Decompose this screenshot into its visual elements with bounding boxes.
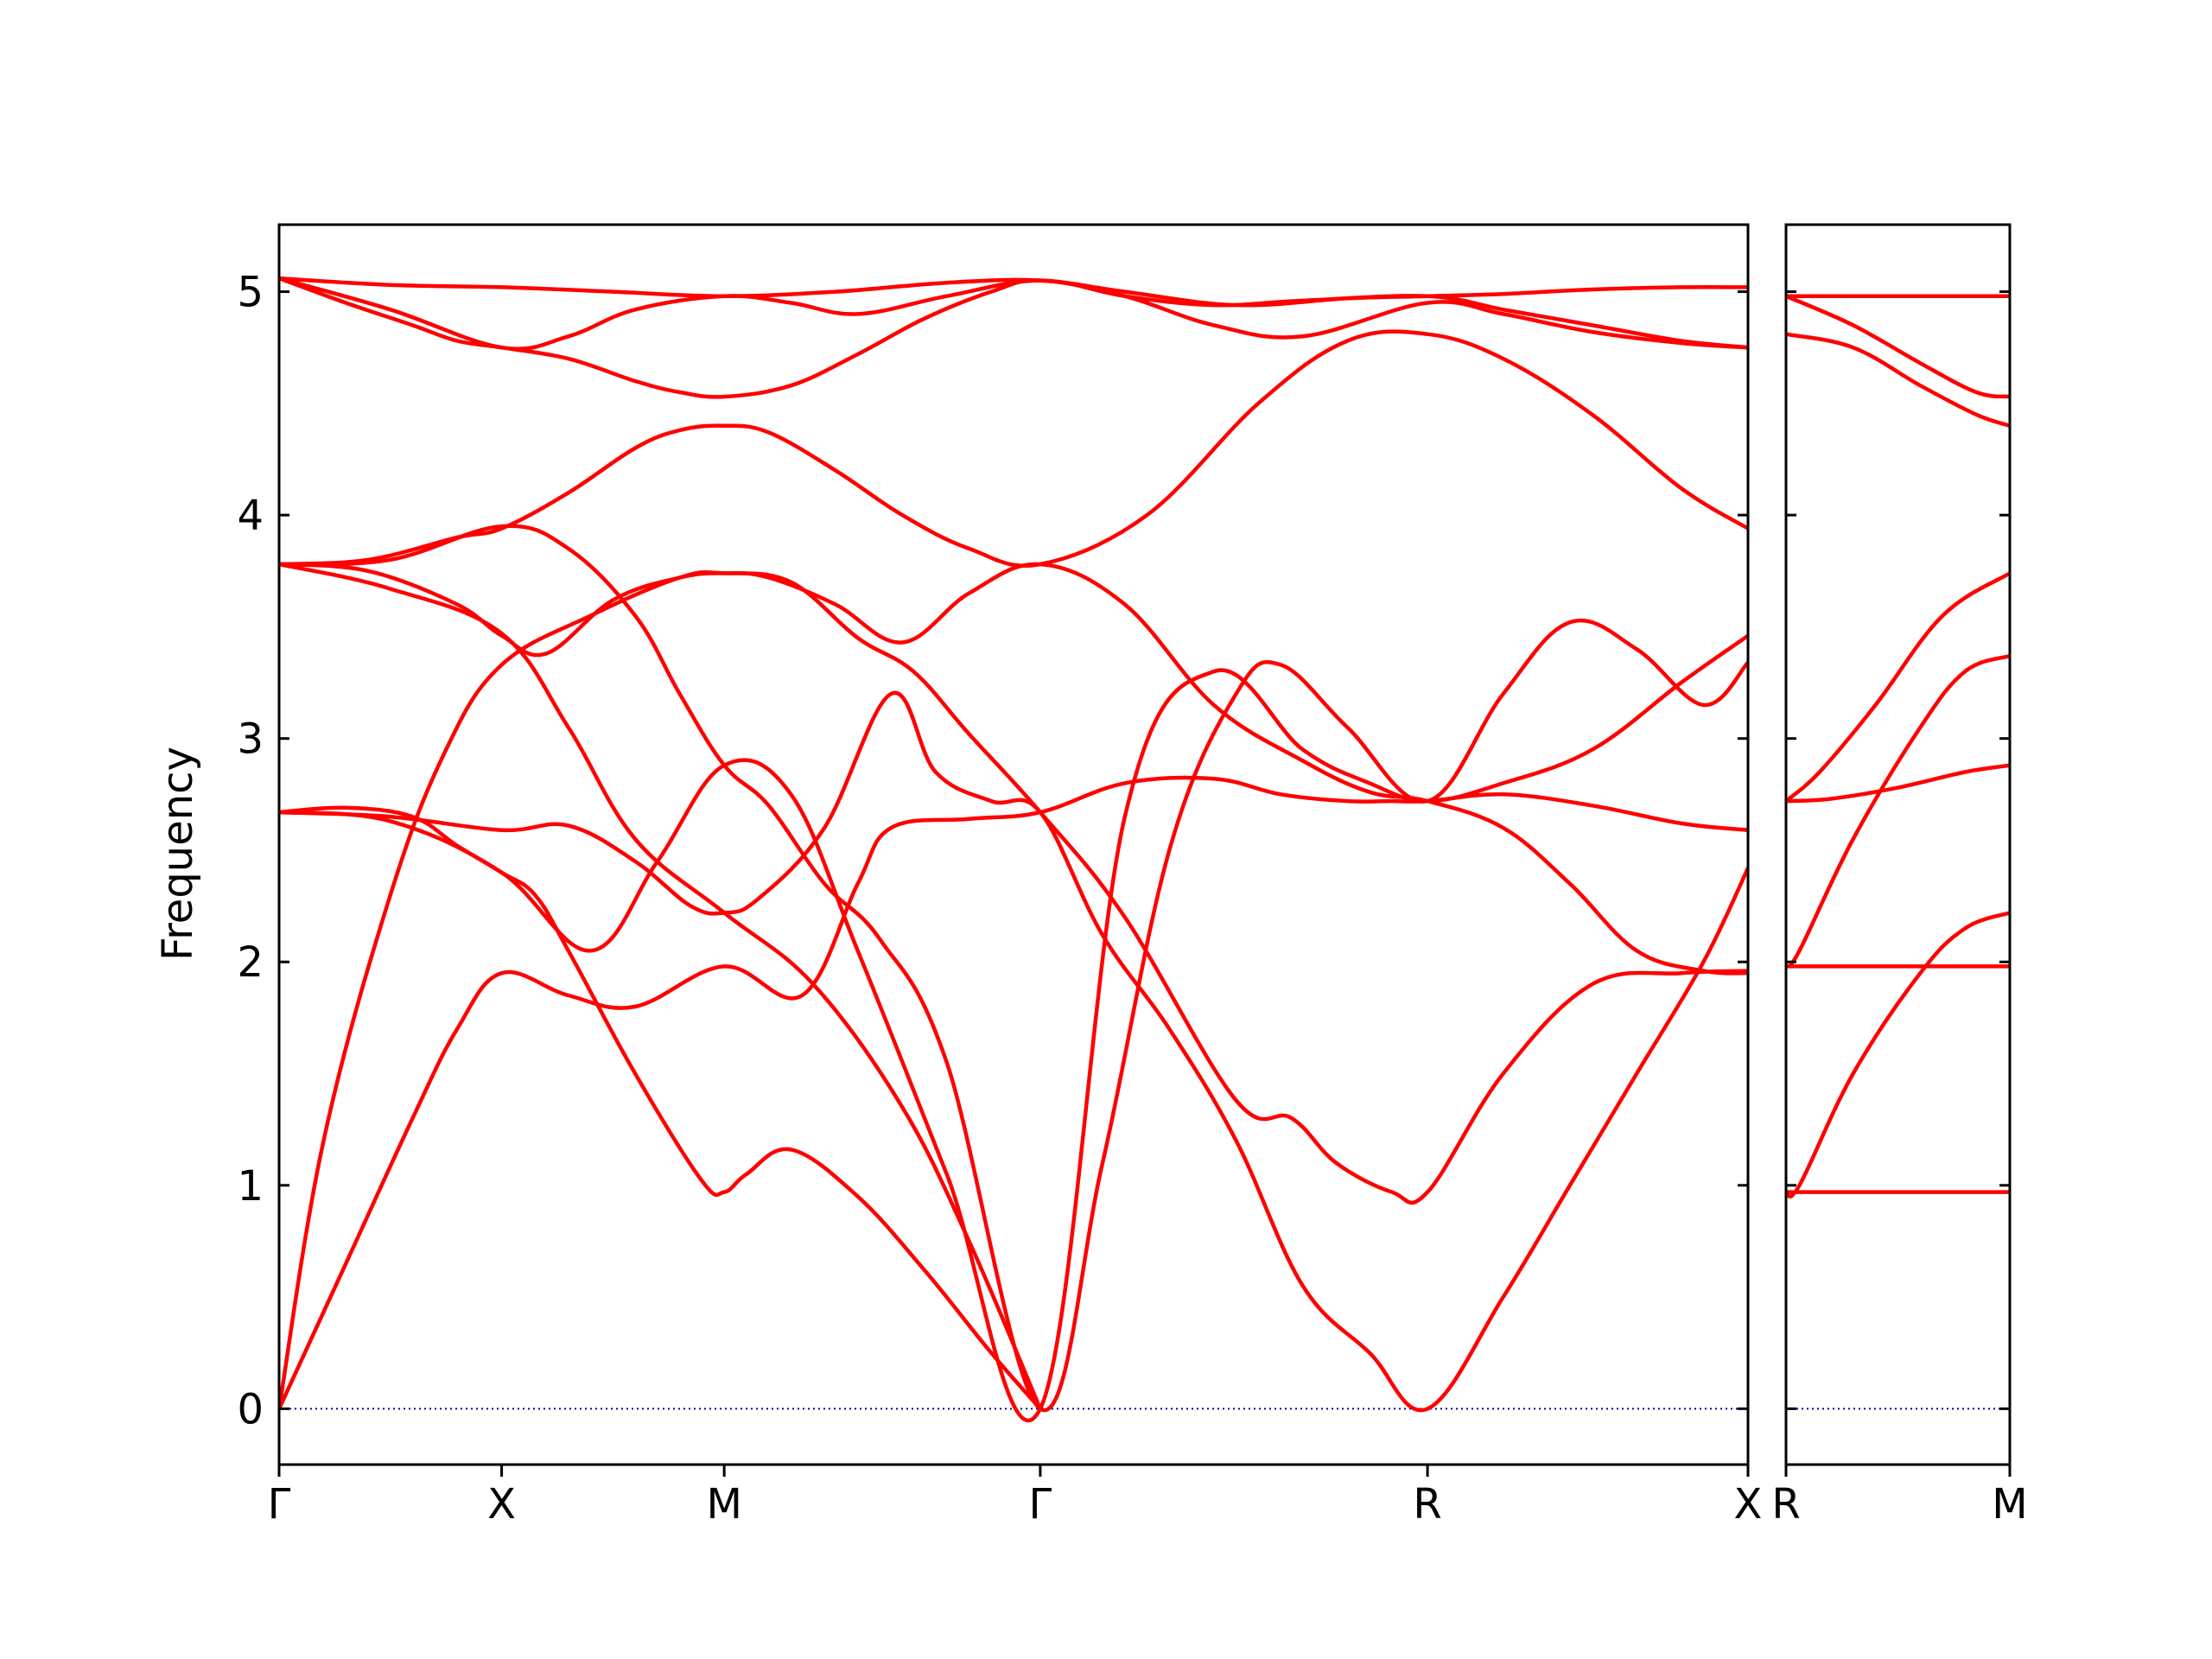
- band-line-5: [279, 562, 1043, 1411]
- y-tick-label: 4: [237, 492, 264, 540]
- band-line-7: [279, 633, 1748, 1423]
- band-line-5: [1786, 763, 2010, 804]
- y-tick-label: 1: [237, 1162, 264, 1211]
- band-line-10: [279, 276, 1748, 399]
- band-line-12: [279, 276, 1748, 308]
- x-tick-label: Γ: [1029, 1480, 1052, 1529]
- y-tick-label: 0: [237, 1385, 264, 1433]
- x-tick-label: Γ: [268, 1480, 291, 1529]
- band-line-6: [279, 524, 1748, 1413]
- band-line-2: [279, 570, 1748, 1411]
- band-line-3: [279, 690, 1748, 1413]
- band-line-8: [1786, 294, 2010, 399]
- y-tick-label: 3: [237, 715, 264, 764]
- band-line-4: [279, 805, 1043, 1411]
- band-line-2: [1786, 911, 2010, 1199]
- band-line-9: [279, 329, 1748, 569]
- x-tick-label: M: [706, 1480, 741, 1529]
- main-panel: 0 1 2 3 4 5 Γ X M Γ R X: [237, 223, 1763, 1529]
- x-tick-label: X: [487, 1480, 516, 1529]
- band-line-11: [279, 276, 1748, 352]
- x-tick-label: R: [1771, 1480, 1800, 1529]
- y-tick-label: 2: [237, 938, 264, 987]
- plot-frame: [1784, 223, 2012, 1466]
- x-tick-label: M: [1992, 1480, 2027, 1529]
- band-line-7: [1786, 332, 2010, 428]
- band-line-6: [1786, 571, 2010, 804]
- y-tick-label: 5: [237, 269, 264, 317]
- band-line-4: [1786, 653, 2010, 969]
- x-tick-label: X: [1734, 1480, 1763, 1529]
- y-axis-label: Frequency: [154, 747, 202, 961]
- plot-frame: [277, 223, 1750, 1466]
- x-tick-label: R: [1413, 1480, 1441, 1529]
- band-line-8: [279, 562, 1748, 976]
